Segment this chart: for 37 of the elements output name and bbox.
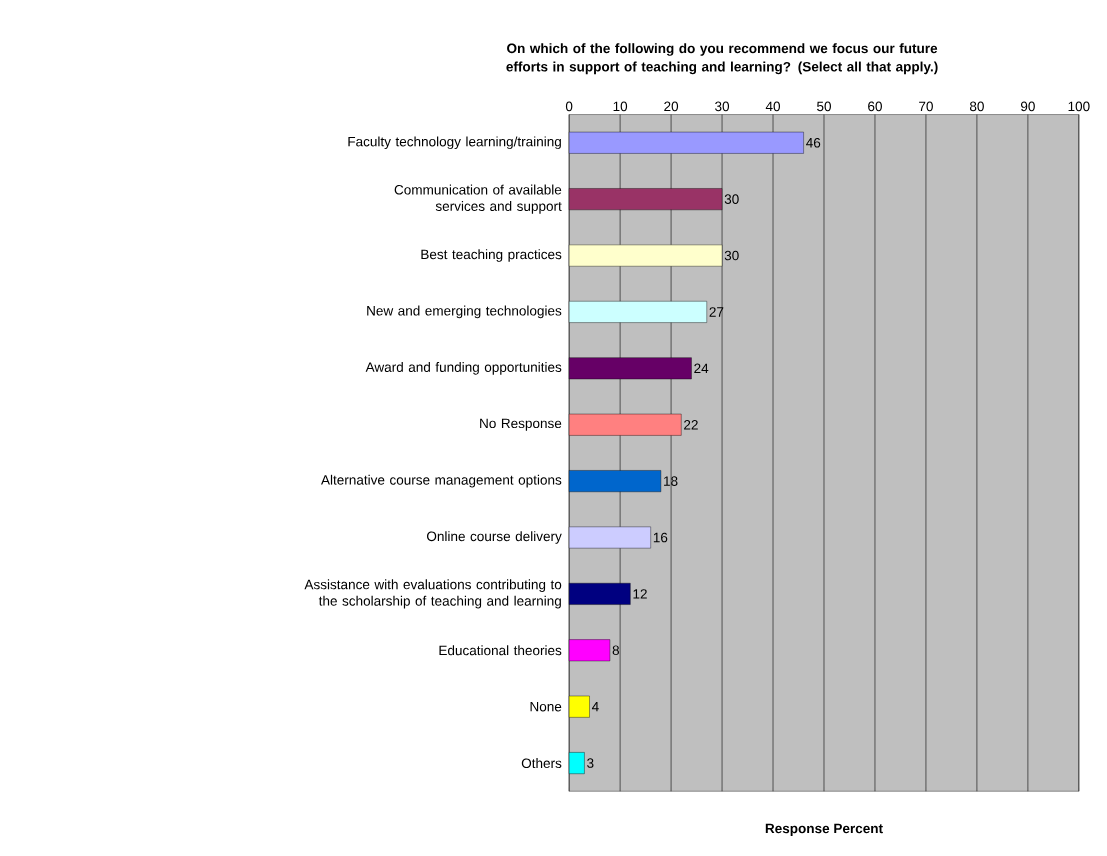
chart-title: On which of the following do you recommend we focus our future efforts in support of teaching and learning? (Select all that apply.) [506,43,938,75]
data-label: 27 [709,307,724,317]
data-label: 22 [684,419,698,430]
x-tick-label: 30 [715,101,730,112]
y-tick-label: None [530,701,562,712]
data-label: 30 [724,194,739,204]
data-label: 46 [806,137,821,148]
data-label: 16 [653,532,668,543]
x-tick-label: 60 [868,101,882,112]
y-tick-label: Faculty technology learning/training [348,136,561,149]
y-tick-label: Alternative course management options [321,474,562,488]
y-tick-label: No Response [480,418,562,431]
y-tick-label: Educational theories [439,645,562,656]
x-tick-label: 70 [919,101,933,112]
x-tick-label: 20 [664,101,679,112]
x-tick-label: 10 [613,101,628,112]
x-tick-label: 90 [1020,101,1035,112]
x-tick-label: 80 [969,101,984,112]
x-tick-label: 40 [765,101,781,112]
data-label: 18 [664,476,678,486]
y-tick-label: Communication of available services and support [394,184,562,214]
data-label: 8 [612,645,619,655]
data-label: 30 [724,250,739,261]
data-label: 12 [633,589,647,599]
data-label: 4 [591,701,599,712]
y-tick-label: Assistance with evaluations contributing to the scholarship of teaching and learning [304,579,562,609]
data-label: 3 [587,758,594,768]
y-tick-label: Online course delivery [427,531,562,544]
x-axis-title: Response Percent [765,823,883,836]
y-tick-label: Award and funding opportunities [365,361,562,375]
data-label: 24 [694,363,709,373]
x-tick-label: 100 [1068,101,1090,112]
y-tick-label: Others [521,757,562,768]
y-tick-label: Best teaching practices [421,249,562,262]
x-tick-label: 0 [565,101,573,112]
x-tick-label: 50 [817,101,831,112]
y-tick-label: New and emerging technologies [367,305,562,319]
